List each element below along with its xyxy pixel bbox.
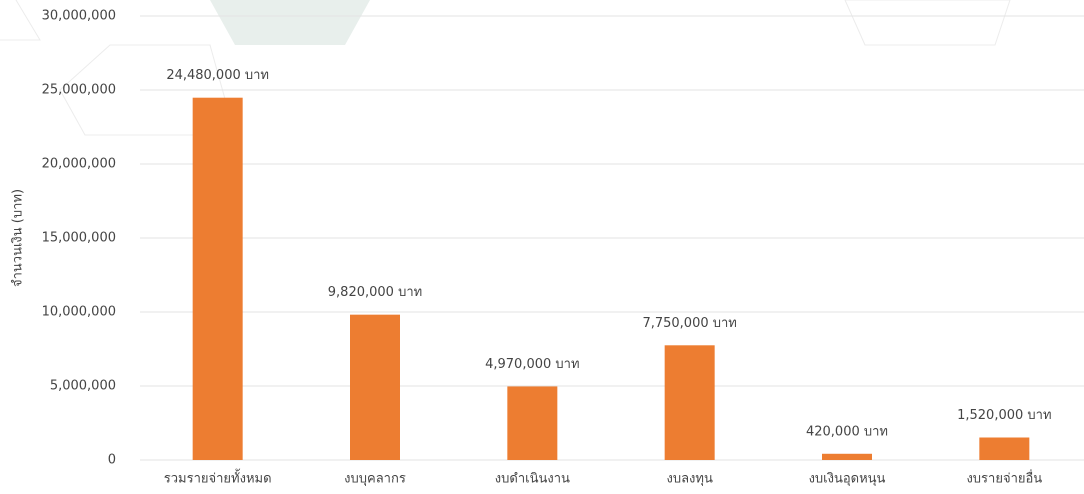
- data-label: 4,970,000 บาท: [485, 357, 579, 372]
- background-decoration: [0, 0, 1011, 136]
- y-axis-label: จำนวนเงิน (บาท): [11, 189, 26, 287]
- data-label: 7,750,000 บาท: [642, 316, 736, 331]
- data-label: 9,820,000 บาท: [328, 285, 422, 300]
- y-tick-label: 10,000,000: [42, 305, 116, 320]
- x-tick-label: งบรายจ่ายอื่น: [966, 470, 1042, 487]
- bar: [664, 345, 715, 460]
- data-label: 420,000 บาท: [806, 424, 888, 439]
- x-tick-label: งบดำเนินงาน: [495, 472, 570, 487]
- y-tick-label: 5,000,000: [50, 379, 116, 394]
- bar: [979, 437, 1030, 460]
- y-tick-label: 30,000,000: [42, 9, 116, 24]
- x-tick-label: งบลงทุน: [666, 472, 712, 487]
- y-tick-label: 15,000,000: [42, 231, 116, 246]
- y-tick-label: 25,000,000: [42, 83, 116, 98]
- bar: [822, 453, 872, 460]
- bar: [507, 386, 558, 460]
- bar: [192, 97, 243, 461]
- data-label: 1,520,000 บาท: [957, 408, 1051, 423]
- x-tick-label: งบเงินอุดหนุน: [809, 472, 886, 487]
- x-tick-label: รวมรายจ่ายทั้งหมด: [164, 469, 272, 487]
- bar: [350, 314, 400, 460]
- data-label: 24,480,000 บาท: [166, 68, 269, 83]
- y-tick-label: 0: [108, 453, 116, 468]
- y-tick-label: 20,000,000: [42, 157, 116, 172]
- x-tick-label: งบบุคลากร: [344, 472, 406, 487]
